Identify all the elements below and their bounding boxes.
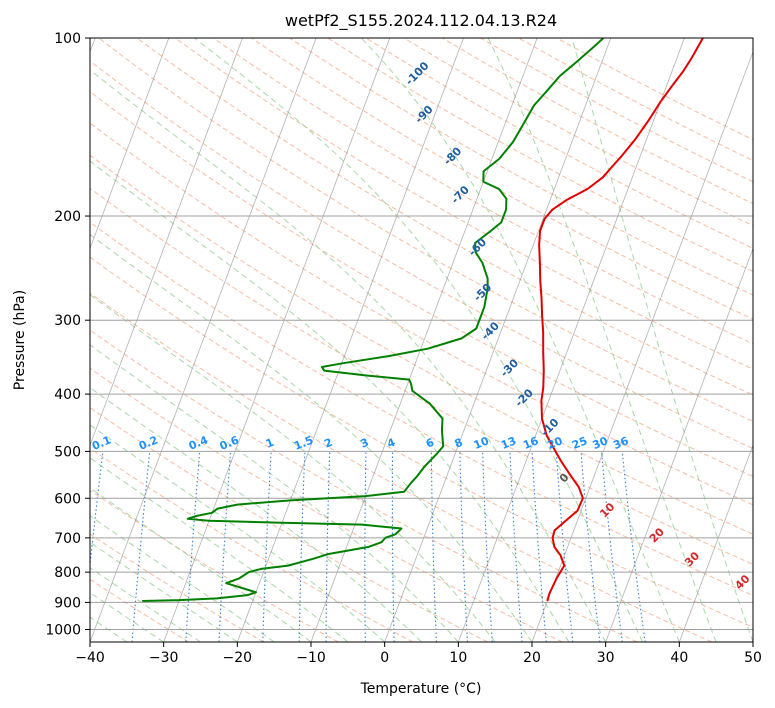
mixing-ratio-label: 1 [264, 436, 276, 451]
dry-adiabat [251, 38, 753, 320]
mixing-ratio-label: 16 [521, 434, 540, 452]
y-tick-label: 100 [54, 31, 81, 47]
isotherm [90, 38, 170, 250]
plot-frame [89, 37, 754, 643]
isotherm [236, 38, 464, 642]
x-tick-label: −30 [149, 650, 179, 666]
dry-adiabat [212, 38, 753, 345]
plot-area: 0.1 0.2 0.4 0.6 1 1.5 2 3 4 6 8 10 13 16 20 25 30 36-100-… [89, 37, 754, 643]
background-lines [90, 38, 753, 642]
isotherm [605, 247, 753, 642]
dry-adiabat [174, 38, 753, 370]
x-tick-label: −40 [75, 650, 105, 666]
y-tick-label: 1000 [45, 622, 81, 638]
moist-adiabat [90, 387, 422, 642]
mixing-ratio-line [90, 451, 104, 570]
dry-adiabat [90, 91, 753, 477]
y-tick-label: 300 [54, 313, 81, 329]
x-tick-label: 20 [523, 650, 541, 666]
dry-adiabat [90, 407, 488, 642]
isotherm [678, 444, 753, 642]
isotherm [90, 38, 243, 447]
moist-adiabat [90, 294, 496, 642]
mixing-ratio-line [621, 451, 646, 642]
mixing-ratio-label: 30 [591, 434, 610, 452]
x-tick-label: 10 [449, 650, 467, 666]
moist-adiabat [194, 38, 643, 642]
moist-adiabat [90, 69, 607, 642]
grid-lines [90, 38, 753, 642]
mixing-ratio-label: 8 [453, 436, 465, 451]
y-tick-label: 600 [54, 491, 81, 507]
x-tick-label: 30 [597, 650, 615, 666]
y-tick-label: 700 [54, 531, 81, 547]
moist-adiabat [90, 592, 164, 642]
dry-adiabat [90, 154, 753, 535]
chart-title: wetPf2_S155.2024.112.04.13.R24 [285, 11, 557, 31]
moist-adiabat [90, 160, 570, 642]
x-tick-label: 50 [744, 650, 762, 666]
x-tick-label: 0 [380, 650, 389, 666]
moist-adiabat [90, 424, 386, 642]
mixing-ratio-label: 2 [322, 436, 334, 451]
isotherm [457, 38, 685, 642]
mixing-ratio-label: 36 [611, 434, 630, 452]
y-tick-label: 200 [54, 209, 81, 225]
moist-adiabat [90, 344, 459, 642]
moist-adiabat [571, 38, 753, 642]
moist-adiabat [90, 457, 349, 642]
x-axis-title: Temperature (°C) [360, 681, 482, 697]
dry-adiabat [90, 256, 753, 628]
isotherm [752, 640, 753, 642]
isotherm [90, 38, 317, 642]
dry-adiabat [90, 292, 712, 642]
moist-adiabat [360, 38, 680, 642]
y-tick-label: 400 [54, 387, 81, 403]
moist-adiabat [90, 233, 533, 642]
x-tick-label: −10 [296, 650, 326, 666]
x-tick-label: 40 [670, 650, 688, 666]
dry-adiabat [90, 187, 753, 565]
isotherm [310, 38, 538, 642]
y-axis-title: Pressure (hPa) [12, 290, 28, 390]
dry-adiabat [90, 122, 753, 506]
isotherm [163, 38, 391, 642]
x-axis: −40 −30 −20 −10 0 10 20 30 40 50 [75, 642, 762, 666]
y-tick-label: 800 [54, 565, 81, 581]
isotherm [384, 38, 612, 642]
y-tick-label: 900 [54, 595, 81, 611]
moist-adiabat [487, 38, 717, 642]
mixing-ratio-line [600, 451, 623, 642]
y-axis: 1000 900 800 700 600 500 400 300 200 100 [45, 31, 90, 638]
moist-adiabat [90, 515, 275, 642]
x-tick-label: −20 [223, 650, 253, 666]
mixing-ratio-label: 13 [499, 434, 518, 452]
mixing-ratio-label: 10 [472, 434, 491, 452]
dry-adiabat [289, 38, 753, 296]
dry-adiabat [90, 221, 753, 597]
mixing-ratio-label: 3 [359, 436, 371, 451]
isotherm [531, 50, 753, 642]
mixing-ratio-label: 20 [545, 434, 564, 452]
profile-lines [142, 38, 704, 602]
mixing-ratio-line [580, 451, 601, 642]
dry-adiabat [90, 329, 638, 642]
mixing-ratio-label: 25 [570, 434, 589, 452]
moist-adiabat [90, 567, 201, 642]
dewpoint-profile [142, 38, 605, 602]
y-tick-label: 500 [54, 444, 81, 460]
temperature-profile [538, 38, 704, 602]
